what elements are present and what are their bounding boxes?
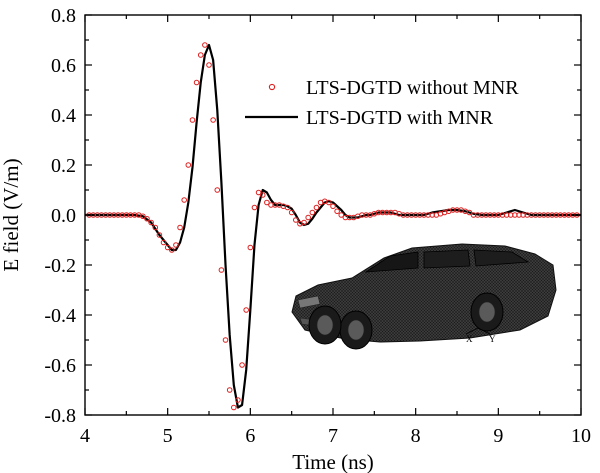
y-tick-label: 0.0 [51, 205, 76, 227]
car-wheel-rear-hub [478, 301, 496, 323]
car-wheel-front-right-hub [316, 314, 334, 336]
series-layer [85, 42, 581, 411]
data-point-without-mnr [148, 219, 154, 226]
data-point-without-mnr [293, 217, 299, 223]
y-tick-label: 0.6 [51, 55, 76, 77]
data-point-without-mnr [301, 219, 307, 226]
data-point-without-mnr [247, 244, 254, 251]
data-point-without-mnr [251, 204, 258, 211]
y-tick-label: -0.8 [44, 405, 76, 427]
data-point-without-mnr [334, 208, 340, 215]
y-tick-label: 0.4 [51, 105, 76, 127]
data-point-without-mnr [226, 387, 233, 393]
legend-label-without-mnr: LTS-DGTD without MNR [306, 77, 519, 99]
x-tick-label: 8 [411, 425, 421, 447]
car-wheel-front-left-hub [347, 319, 365, 341]
data-point-without-mnr [189, 117, 196, 123]
data-point-without-mnr [284, 204, 291, 211]
data-point-without-mnr [193, 79, 200, 86]
legend-marker-without-mnr [268, 83, 276, 91]
car-headlight [297, 295, 321, 309]
data-point-without-mnr [181, 197, 187, 203]
y-tick-label: -0.2 [44, 255, 76, 277]
x-axis-title: Time (ns) [292, 450, 374, 473]
data-point-without-mnr [140, 213, 146, 220]
data-point-without-mnr [144, 215, 150, 222]
data-point-without-mnr [326, 199, 332, 206]
data-point-without-mnr [338, 212, 345, 218]
data-point-without-mnr [210, 117, 216, 123]
data-point-without-mnr [231, 404, 237, 411]
y-tick-label: 0.2 [51, 155, 76, 177]
x-tick-label: 5 [163, 425, 173, 447]
data-point-without-mnr [309, 209, 316, 216]
data-point-without-mnr [264, 199, 270, 206]
axes-layer: 4 5 6 7 8 9 10 0.8 0.6 0.4 0.2 0.0 -0.2 -0.4 -0.6 -0.8 [44, 5, 591, 447]
x-tick-label: 6 [245, 425, 255, 447]
data-point-without-mnr [206, 62, 212, 68]
data-point-without-mnr [173, 242, 179, 248]
data-point-without-mnr [214, 187, 221, 193]
legend: LTS-DGTD without MNR LTS-DGTD with MNR [245, 77, 519, 129]
data-point-without-mnr [152, 224, 159, 231]
data-point-without-mnr [255, 189, 262, 196]
data-point-without-mnr [259, 192, 266, 198]
x-tick-label: 4 [80, 425, 90, 447]
y-tick-label: 0.8 [51, 5, 76, 27]
data-point-without-mnr [164, 244, 171, 251]
legend-label-with-mnr: LTS-DGTD with MNR [306, 107, 494, 129]
triad-x-line [465, 327, 479, 335]
data-point-without-mnr [218, 267, 225, 273]
plot-background [85, 15, 581, 415]
data-point-without-mnr [313, 204, 320, 211]
triad-y-line [477, 327, 491, 335]
data-point-without-mnr [156, 232, 163, 238]
data-point-without-mnr [330, 203, 336, 210]
data-point-without-mnr [243, 307, 249, 313]
x-tick-label: 9 [493, 425, 503, 447]
car-windshield [364, 251, 419, 273]
x-tick-label: 10 [571, 425, 591, 447]
y-tick-label: -0.6 [44, 355, 76, 377]
triad-x-label: X [466, 334, 473, 344]
data-point-without-mnr [197, 52, 204, 58]
triad-y-label: Y [489, 334, 496, 344]
data-point-without-mnr [185, 162, 192, 168]
data-point-without-mnr [466, 209, 473, 216]
data-point-without-mnr [160, 239, 167, 246]
data-point-without-mnr [288, 209, 295, 216]
data-point-without-mnr [305, 214, 312, 221]
data-point-without-mnr [239, 362, 245, 368]
data-point-without-mnr [177, 224, 183, 231]
data-point-without-mnr [235, 397, 241, 403]
y-axis-title: E field (V/m) [0, 158, 23, 271]
data-point-without-mnr [169, 247, 175, 253]
car-side-window-rear [473, 249, 530, 267]
y-tick-label: -0.4 [44, 305, 76, 327]
x-tick-label: 7 [328, 425, 338, 447]
data-point-without-mnr [222, 337, 229, 343]
car-side-window-front [423, 249, 471, 269]
data-point-without-mnr [202, 42, 208, 48]
